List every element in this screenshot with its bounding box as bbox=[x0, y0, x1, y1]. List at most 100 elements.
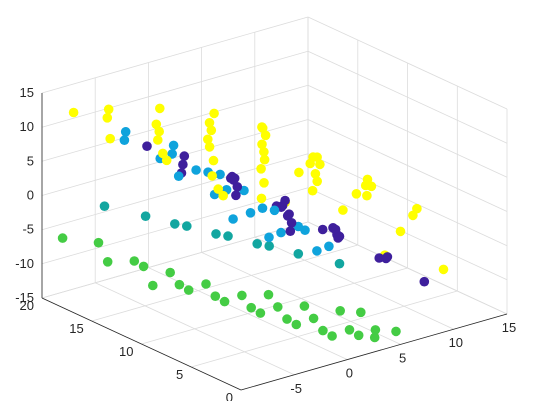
scatter-point bbox=[264, 241, 275, 251]
z-tick-label: 10 bbox=[20, 119, 34, 134]
y-axis-line bbox=[41, 297, 242, 391]
y-tick-label: 0 bbox=[226, 390, 233, 401]
scatter-point bbox=[161, 155, 172, 166]
scatter-point bbox=[260, 130, 271, 141]
scatter-point bbox=[183, 285, 194, 295]
y-tick-label: 5 bbox=[176, 367, 183, 382]
axis-lines bbox=[41, 93, 508, 391]
scatter-point bbox=[219, 296, 230, 307]
z-tick-label: -10 bbox=[15, 256, 34, 271]
scatter-point bbox=[232, 182, 243, 192]
scatter-point bbox=[208, 155, 219, 166]
scatter-point bbox=[129, 256, 140, 266]
scatter-point bbox=[57, 233, 68, 243]
scatter-point bbox=[170, 219, 180, 229]
scatter-point bbox=[391, 326, 401, 337]
back-wall-grid-line bbox=[41, 16, 309, 94]
scatter-point bbox=[210, 291, 221, 302]
scatter-point bbox=[259, 178, 269, 188]
scatter-point bbox=[120, 127, 131, 137]
scatter-point bbox=[294, 167, 304, 178]
x-tick-label: 10 bbox=[449, 335, 463, 350]
scatter-point bbox=[203, 134, 213, 145]
scatter-point bbox=[178, 159, 188, 170]
scatter-point bbox=[335, 306, 346, 316]
scatter-point bbox=[255, 308, 266, 318]
scatter-point bbox=[324, 241, 334, 252]
scatter-point bbox=[276, 227, 286, 238]
scatter-point bbox=[142, 141, 152, 151]
scatter-point bbox=[257, 123, 268, 133]
scatter-point bbox=[307, 185, 318, 196]
scatter-point bbox=[245, 208, 256, 218]
scatter-point bbox=[204, 118, 215, 128]
scatter-point bbox=[269, 205, 280, 216]
scatter-point bbox=[246, 302, 256, 313]
scatter-point bbox=[206, 125, 217, 136]
scatter-point bbox=[438, 264, 449, 275]
scatter-point bbox=[280, 195, 290, 206]
back-wall-grid-line bbox=[41, 84, 309, 162]
scatter-point bbox=[151, 119, 162, 130]
z-tick-label: -15 bbox=[15, 290, 34, 305]
scatter-point bbox=[165, 267, 175, 278]
z-tick-label: 5 bbox=[27, 153, 34, 168]
scatter-point bbox=[153, 135, 163, 145]
scatter-point bbox=[68, 107, 79, 118]
scatter-point bbox=[207, 171, 217, 181]
scatter-point bbox=[412, 203, 422, 214]
scatter-point bbox=[312, 176, 323, 187]
scatter-point bbox=[291, 319, 302, 330]
scatter-point bbox=[173, 171, 184, 181]
x-axis-line bbox=[240, 313, 508, 391]
scatter-point bbox=[395, 226, 406, 237]
z-tick-label: 0 bbox=[27, 188, 34, 203]
scatter-point bbox=[317, 224, 328, 235]
side-wall-grid-line bbox=[307, 153, 508, 247]
scatter-point bbox=[154, 126, 164, 137]
back-wall-grid-line bbox=[41, 50, 309, 128]
side-wall-grid-line bbox=[307, 16, 508, 110]
z-tick-label: 15 bbox=[20, 85, 34, 100]
y-tick-label: 10 bbox=[119, 344, 133, 359]
side-wall-grid-line bbox=[307, 50, 508, 144]
scatter-point bbox=[252, 239, 262, 249]
scatter-point bbox=[419, 276, 430, 287]
scatter-point bbox=[351, 189, 362, 199]
scatter-point bbox=[310, 169, 321, 179]
scatter-point bbox=[237, 290, 247, 301]
scatter-point bbox=[338, 205, 348, 215]
scatter-point bbox=[155, 103, 165, 114]
side-wall-grid-line bbox=[307, 119, 508, 212]
scatter-point bbox=[213, 184, 223, 194]
scatter-point bbox=[308, 313, 319, 324]
scatter-point bbox=[191, 165, 201, 175]
scatter-point bbox=[264, 232, 274, 243]
scatter-point bbox=[256, 193, 267, 204]
scatter-point bbox=[102, 113, 113, 123]
scatter-point bbox=[103, 104, 114, 115]
x-tick-label: 0 bbox=[346, 366, 353, 381]
scatter-point bbox=[299, 301, 310, 311]
x-tick-label: 15 bbox=[502, 320, 516, 335]
scatter-point bbox=[259, 147, 269, 157]
scatter-point bbox=[293, 249, 304, 259]
scatter-point bbox=[327, 331, 337, 341]
z-tick-label: -5 bbox=[22, 222, 34, 237]
scatter-point bbox=[218, 190, 228, 201]
back-wall-grid-line bbox=[41, 153, 309, 231]
scatter-point bbox=[256, 164, 266, 174]
scatter-point bbox=[381, 253, 391, 264]
back-wall-grid-line bbox=[41, 221, 309, 299]
scatter-point bbox=[93, 237, 104, 248]
scatter-point bbox=[273, 302, 283, 312]
scatter-point bbox=[285, 226, 296, 236]
floor-grid-line bbox=[91, 244, 358, 322]
side-wall-grid-line bbox=[307, 187, 508, 281]
scatter-point bbox=[223, 231, 233, 241]
x-tick-label: -5 bbox=[290, 381, 302, 396]
scatter-point bbox=[204, 142, 215, 152]
scatter-point bbox=[369, 332, 380, 343]
scatter-point bbox=[179, 151, 190, 161]
